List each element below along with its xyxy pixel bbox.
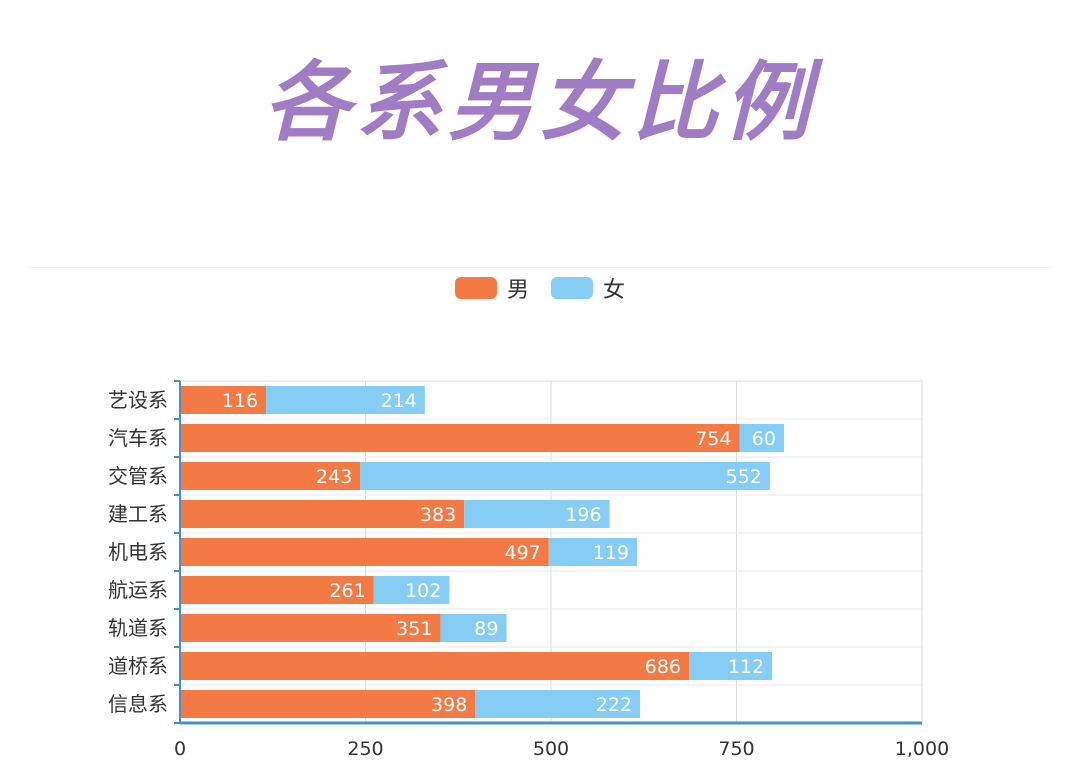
data-label-male: 261	[329, 580, 365, 602]
bar-male	[180, 424, 740, 452]
y-tick-label: 建工系	[108, 502, 168, 526]
y-tick-label: 汽车系	[108, 426, 168, 450]
bar-male	[180, 690, 476, 718]
data-label-male: 116	[222, 390, 258, 412]
legend-swatch-male	[454, 277, 497, 299]
data-label-female: 196	[565, 504, 601, 526]
x-tick-label: 750	[718, 738, 754, 760]
legend-item-female[interactable]: 女	[551, 272, 625, 304]
data-label-female: 222	[596, 694, 632, 716]
legend-label-female: 女	[603, 278, 626, 303]
bar-male	[180, 500, 465, 528]
data-label-male: 754	[695, 428, 731, 450]
y-tick-label: 道桥系	[108, 654, 168, 678]
data-label-male: 398	[431, 694, 467, 716]
bar-female	[739, 424, 784, 452]
bar-female	[440, 614, 507, 642]
data-label-male: 243	[316, 466, 352, 488]
bar-female	[360, 462, 770, 490]
bar-female	[464, 500, 610, 528]
y-tick-label: 轨道系	[108, 616, 168, 640]
x-tick-label: 250	[347, 738, 383, 760]
data-label-male: 383	[420, 504, 456, 526]
data-label-female: 102	[405, 580, 441, 602]
bar-male	[180, 386, 267, 414]
bar-female	[689, 652, 773, 680]
legend-item-male[interactable]: 男	[454, 272, 529, 304]
y-tick-label: 航运系	[108, 578, 168, 602]
bar-female	[548, 538, 638, 566]
y-tick-label: 机电系	[108, 540, 168, 564]
x-tick-label: 0	[174, 738, 186, 760]
data-label-female: 112	[728, 656, 764, 678]
data-label-female: 119	[593, 542, 629, 564]
legend-label-male: 男	[506, 278, 529, 303]
bar-female	[373, 576, 450, 604]
bar-male	[180, 462, 361, 490]
legend-swatch-female	[551, 277, 593, 299]
data-label-male: 351	[396, 618, 432, 640]
x-tick-label: 500	[533, 738, 569, 760]
bar-male	[180, 576, 374, 604]
y-tick-label: 信息系	[108, 692, 168, 716]
y-tick-label: 艺设系	[108, 388, 168, 412]
page-title: 各系男女比例	[264, 53, 816, 153]
bar-male	[180, 652, 690, 680]
divider	[28, 267, 1052, 268]
bar-female	[475, 690, 641, 718]
data-label-female: 60	[752, 428, 776, 450]
data-label-female: 552	[726, 466, 762, 488]
data-label-female: 89	[474, 618, 498, 640]
chart-legend: 男 女	[0, 272, 1080, 304]
data-label-male: 686	[645, 656, 681, 678]
data-label-male: 497	[505, 542, 541, 564]
y-tick-label: 交管系	[108, 464, 168, 488]
x-tick-label: 1,000	[895, 738, 949, 760]
bar-male	[180, 614, 441, 642]
data-label-female: 214	[381, 390, 417, 412]
bar-female	[266, 386, 425, 414]
bar-male	[180, 538, 549, 566]
